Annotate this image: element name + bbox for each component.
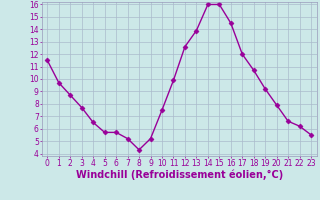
X-axis label: Windchill (Refroidissement éolien,°C): Windchill (Refroidissement éolien,°C)	[76, 169, 283, 180]
